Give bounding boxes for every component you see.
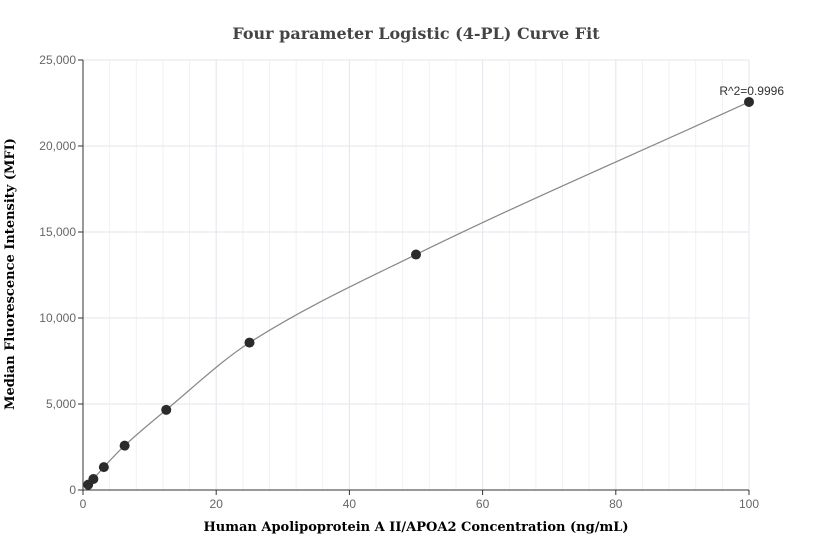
- grid: [82, 59, 750, 491]
- data-point: [161, 404, 172, 415]
- y-tick-label: 0: [69, 483, 76, 497]
- x-tick-label: 80: [609, 497, 623, 511]
- y-tick-label: 10,000: [39, 311, 76, 325]
- r-squared-annotation: R^2=0.9996: [719, 84, 784, 98]
- y-axis-label: Median Fluorescence Intensity (MFI): [3, 138, 18, 410]
- y-tick-label: 25,000: [39, 53, 76, 67]
- data-point: [88, 473, 99, 484]
- axes: [78, 59, 750, 495]
- y-tick-labels: 0 5,000 10,000 15,000 20,000 25,000: [39, 53, 76, 497]
- data-points: [83, 96, 754, 490]
- x-tick-label: 40: [343, 497, 357, 511]
- x-tick-label: 0: [80, 497, 87, 511]
- x-tick-label: 100: [739, 497, 759, 511]
- x-tick-label: 20: [210, 497, 224, 511]
- x-axis-label: Human Apolipoprotein A II/APOA2 Concentr…: [203, 520, 628, 535]
- data-point: [244, 337, 255, 348]
- y-tick-label: 15,000: [39, 225, 76, 239]
- fit-curve: [87, 101, 750, 486]
- y-tick-label: 5,000: [46, 397, 76, 411]
- data-point: [98, 462, 109, 473]
- data-point: [119, 440, 130, 451]
- chart-title: Four parameter Logistic (4-PL) Curve Fit: [232, 24, 600, 43]
- data-point: [411, 249, 421, 260]
- y-tick-label: 20,000: [39, 139, 76, 153]
- x-tick-label: 60: [476, 497, 490, 511]
- x-tick-labels: 0 20 40 60 80 100: [80, 497, 760, 511]
- data-point: [744, 96, 754, 107]
